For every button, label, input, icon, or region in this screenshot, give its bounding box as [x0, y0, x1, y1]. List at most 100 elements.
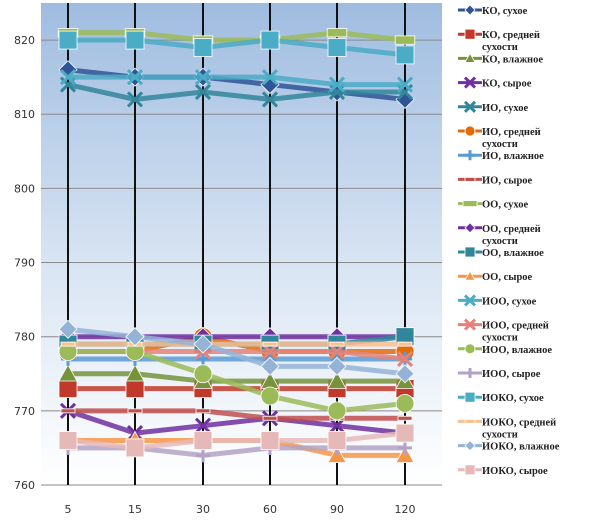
legend-item: ИОКО, сырое: [458, 464, 548, 477]
legend-marker: [463, 76, 477, 89]
series-group: [57, 28, 416, 463]
legend-label: ИОКО, сухое: [482, 393, 544, 404]
legend-marker: [465, 368, 475, 378]
data-point: [328, 76, 346, 93]
y-tick-label: 780: [14, 331, 35, 344]
data-point: [194, 83, 212, 101]
legend-marker: [463, 100, 477, 113]
legend-item: КО, влажное: [458, 52, 543, 65]
data-point: [328, 343, 346, 360]
legend-item: ОО, влажное: [458, 246, 544, 259]
data-point: [327, 431, 347, 450]
data-point: [58, 30, 78, 50]
data-point: [262, 415, 278, 421]
data-point: [125, 30, 145, 50]
legend-marker: [463, 318, 477, 331]
legend-marker: [464, 176, 476, 182]
legend-item: ИОО, влажное: [458, 343, 552, 356]
legend-label: КО, влажное: [482, 54, 543, 65]
data-point: [395, 45, 415, 65]
y-tick-label: 820: [14, 34, 35, 47]
series-20: [58, 423, 415, 458]
x-tick-label: 120: [395, 503, 416, 516]
data-point: [194, 417, 212, 434]
data-point: [60, 408, 76, 414]
data-point: [398, 440, 412, 455]
legend-label: ИОО, средней сухости: [482, 321, 549, 344]
data-point: [193, 334, 213, 354]
series-17: [58, 30, 415, 65]
legend-label: ИОКО, средней сухости: [482, 417, 556, 440]
data-point: [260, 431, 280, 450]
legend-item: КО, сухое: [458, 4, 528, 17]
series-line: [68, 408, 405, 421]
legend-label: ИО, сырое: [482, 175, 533, 186]
legend-label: ИОКО, влажное: [482, 442, 560, 453]
series-line: [67, 430, 406, 451]
legend-marker: [464, 52, 476, 63]
series-line: [68, 30, 406, 43]
legend-label: ОО, сухое: [482, 200, 528, 211]
y-axis: 760 770 780 790 800 810 820: [14, 34, 35, 492]
legend-marker: [464, 28, 476, 40]
legend-item: ИОКО, средней сухости: [458, 417, 556, 440]
legend-label: ИО, средней сухости: [482, 127, 541, 150]
legend-label: ОО, средней сухости: [482, 224, 541, 247]
series-line: [67, 82, 405, 102]
data-point: [193, 364, 213, 384]
legend-marker: [464, 125, 476, 137]
data-point: [58, 319, 78, 339]
series-line: [68, 37, 406, 58]
legend-marker: [464, 270, 476, 281]
data-point: [127, 408, 143, 414]
series-13: [59, 69, 414, 93]
legend-label: ОО, влажное: [482, 248, 544, 259]
legend-marker: [464, 440, 476, 452]
data-point: [394, 35, 416, 45]
legend-item: ИОО, сырое: [458, 368, 541, 380]
data-point: [260, 356, 280, 376]
data-point: [395, 364, 415, 384]
series-line: [67, 326, 406, 377]
data-point: [329, 341, 345, 347]
data-point: [125, 438, 145, 458]
data-point: [193, 38, 213, 57]
data-point: [261, 343, 279, 360]
series-15: [58, 342, 415, 421]
legend-marker: [464, 343, 476, 355]
data-point: [327, 371, 347, 389]
data-point: [261, 91, 279, 108]
legend-label: ИО, влажное: [482, 151, 544, 162]
legend-label: ИО, сухое: [482, 103, 528, 114]
legend-marker: [462, 200, 478, 208]
legend-item: ИО, сырое: [458, 175, 533, 186]
data-point: [58, 363, 78, 382]
legend-item: ИО, средней сухости: [458, 125, 541, 150]
x-tick-label: 60: [263, 503, 277, 516]
data-point: [260, 30, 280, 50]
legend-item: ИОКО, сухое: [458, 391, 544, 404]
series-line: [68, 74, 405, 88]
legend-marker: [464, 246, 476, 258]
y-tick-label: 790: [14, 257, 35, 270]
series-line: [67, 408, 406, 436]
data-point: [396, 76, 414, 93]
legend-item: ИОО, сухое: [458, 294, 537, 307]
legend-label: ОО, сырое: [482, 272, 533, 283]
data-point: [326, 28, 348, 38]
legend-label: ИОКО, сырое: [482, 466, 548, 477]
y-tick-label: 800: [14, 182, 35, 195]
data-point: [194, 69, 212, 86]
legend-marker: [465, 150, 475, 161]
x-tick-label: 15: [128, 503, 142, 516]
data-point: [196, 448, 210, 463]
x-tick-label: 30: [196, 503, 210, 516]
legend-label: КО, средней сухости: [482, 30, 540, 53]
legend-label: ИОО, влажное: [482, 345, 552, 356]
data-point: [395, 394, 415, 413]
data-point: [195, 408, 211, 414]
data-point: [262, 341, 278, 347]
legend-item: КО, сырое: [458, 76, 532, 90]
